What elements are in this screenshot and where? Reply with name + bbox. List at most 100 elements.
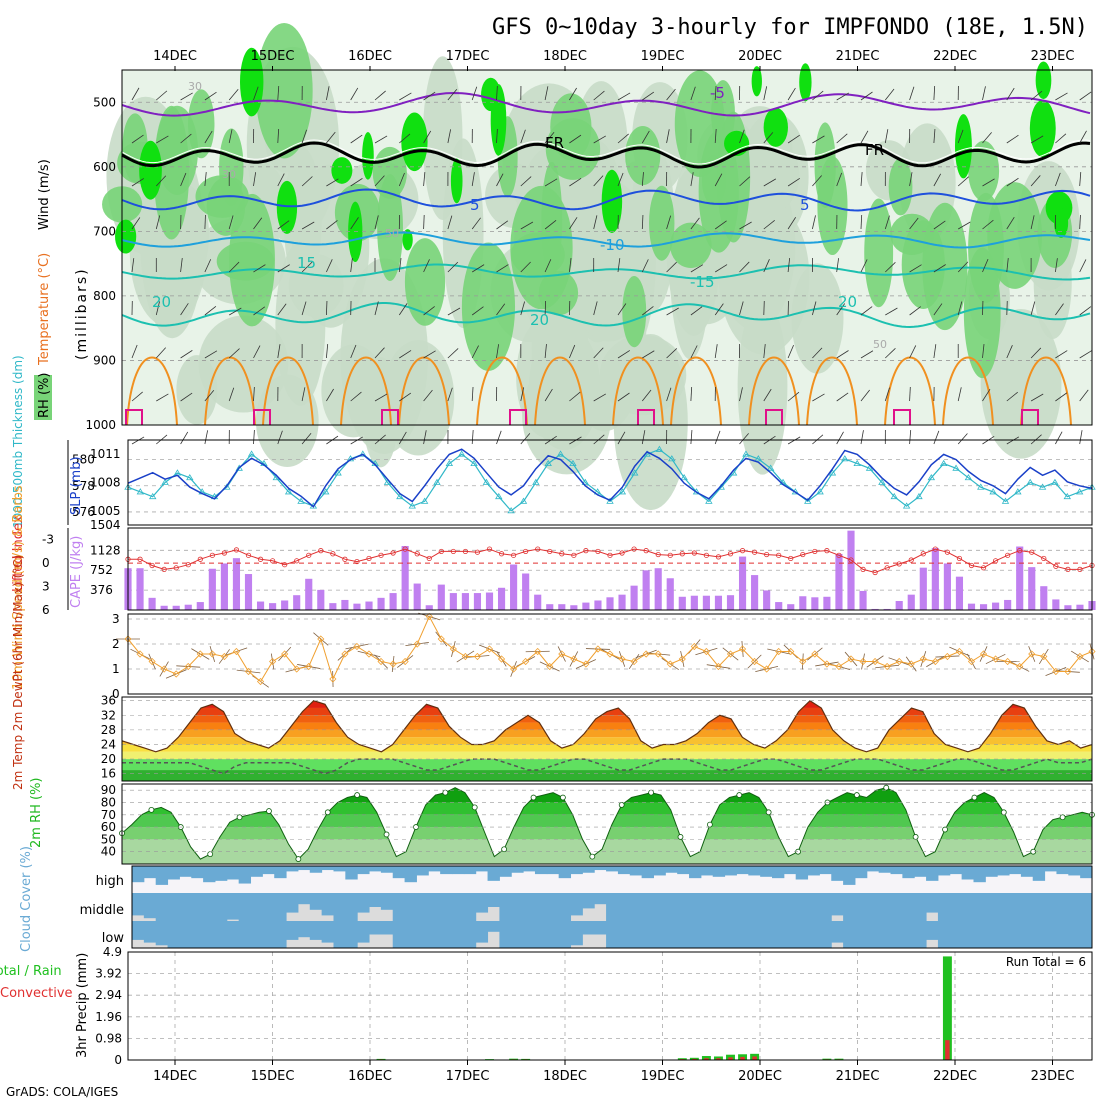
cloud-bar-low	[760, 921, 772, 948]
wind-barb	[812, 435, 823, 444]
rh-zone-bright	[1036, 61, 1052, 99]
rh-marker	[884, 785, 889, 790]
cloud-bar-low	[701, 921, 713, 948]
cloud-bar-high	[950, 866, 962, 874]
cloud-bar-mid	[405, 893, 417, 921]
cloud-bar-mid	[582, 893, 594, 908]
cape-bar	[715, 596, 722, 610]
cape-bar	[570, 605, 577, 610]
cape-bar	[462, 593, 469, 610]
cloud-bar-high	[476, 866, 488, 871]
cape-bar	[233, 558, 240, 610]
cloud-bar-mid	[357, 893, 369, 913]
cloud-bar-low	[997, 921, 1009, 948]
cloud-bar-high	[713, 866, 725, 877]
cloud-bar-low	[784, 921, 796, 948]
contour-label: 50	[385, 227, 399, 240]
cloud-bar-low	[191, 921, 203, 948]
cape-bar	[329, 603, 336, 610]
cape-bar	[582, 603, 589, 610]
date-label-bottom: 20DEC	[738, 1069, 782, 1084]
cloud-bar-high	[1021, 866, 1033, 877]
cloud-bar-mid	[191, 893, 203, 921]
cloud-bar-low	[357, 921, 369, 943]
cloud-bar-high	[251, 866, 263, 877]
date-label-top: 17DEC	[446, 49, 490, 64]
temp-band	[122, 737, 1092, 744]
cloud-bar-low	[1021, 921, 1033, 948]
cloud-bar-mid	[1068, 893, 1080, 921]
cloud-bar-high	[571, 866, 583, 874]
pressure-tick: 600	[93, 160, 116, 174]
rh-fill-group	[122, 784, 1092, 864]
cloud-bar-high	[653, 866, 665, 875]
cloud-bar-low	[239, 921, 251, 948]
rh-zone-bright	[799, 63, 811, 101]
precip-legend-total: Total / Rain	[0, 964, 62, 979]
cloud-bar-mid	[891, 893, 903, 921]
wind-barb	[1055, 432, 1062, 444]
cloud-bar-low	[251, 921, 263, 948]
rh-zone-green	[864, 198, 893, 307]
rh-band	[122, 815, 1092, 827]
cloud-bar-mid	[156, 893, 168, 921]
precip-tick: 3.92	[95, 967, 122, 981]
cloud-bar-low	[891, 921, 903, 948]
contour-label: 20	[838, 293, 857, 311]
rh-zone-bright	[451, 158, 463, 203]
cloud-bar-high	[1045, 866, 1057, 871]
cape-bar	[1076, 605, 1083, 610]
wind-barb	[205, 430, 208, 444]
cloud-bar-low	[571, 921, 583, 945]
rh-marker	[943, 827, 948, 832]
rh-marker	[384, 832, 389, 837]
cape-bar	[281, 600, 288, 610]
cloud-bar-low	[393, 921, 405, 948]
cloud-bar-high	[179, 866, 191, 877]
rh-zone-bright	[331, 157, 352, 184]
wind-label: Wind (m/s)	[37, 159, 52, 230]
cloud-bar-mid	[428, 893, 440, 921]
cape-bar	[438, 585, 445, 610]
cloud-bar-low	[464, 921, 476, 948]
cloud-bar-low	[511, 921, 523, 948]
date-label-top: 19DEC	[641, 49, 685, 64]
cape-bar	[679, 597, 686, 610]
rh-zone-bright	[764, 108, 788, 147]
rh-marker	[443, 790, 448, 795]
cloud-bar-mid	[772, 893, 784, 921]
cape-bar	[691, 596, 698, 610]
cloud-bar-mid	[926, 893, 938, 913]
cloud-bar-mid	[393, 893, 405, 921]
cloud-bar-mid	[535, 893, 547, 921]
cloud-bar-high	[298, 866, 310, 870]
cloud-bar-low	[985, 921, 997, 948]
cloud-bar-high	[1080, 866, 1092, 878]
cloud-bar-mid	[511, 893, 523, 921]
cape-bar	[257, 602, 264, 610]
cloud-bar-mid	[606, 893, 618, 921]
lifted-tick: -3	[42, 533, 54, 547]
rh-marker	[560, 795, 565, 800]
date-label-top: 15DEC	[251, 49, 295, 64]
rh-zone-bright	[115, 220, 136, 254]
rh-marker	[854, 793, 859, 798]
cloud-bar-high	[902, 866, 914, 878]
temp-band	[122, 770, 1092, 781]
cape-bar	[980, 604, 987, 610]
cloud-bar-high	[796, 866, 808, 880]
date-label-bottom: 15DEC	[251, 1069, 295, 1084]
rh-marker	[237, 815, 242, 820]
cloud-bar-high	[689, 866, 701, 878]
rh-ylabel: 2m RH (%)	[29, 777, 44, 848]
rh-marker	[413, 825, 418, 830]
cloud-bar-mid	[973, 893, 985, 921]
cloud-bar-mid	[416, 893, 428, 921]
cloud-bar-low	[203, 921, 215, 948]
cloud-bar-high	[843, 866, 855, 885]
cloud-bar-low	[914, 921, 926, 948]
cloud-bar-low	[819, 921, 831, 948]
cloud-bar-low	[488, 921, 500, 932]
